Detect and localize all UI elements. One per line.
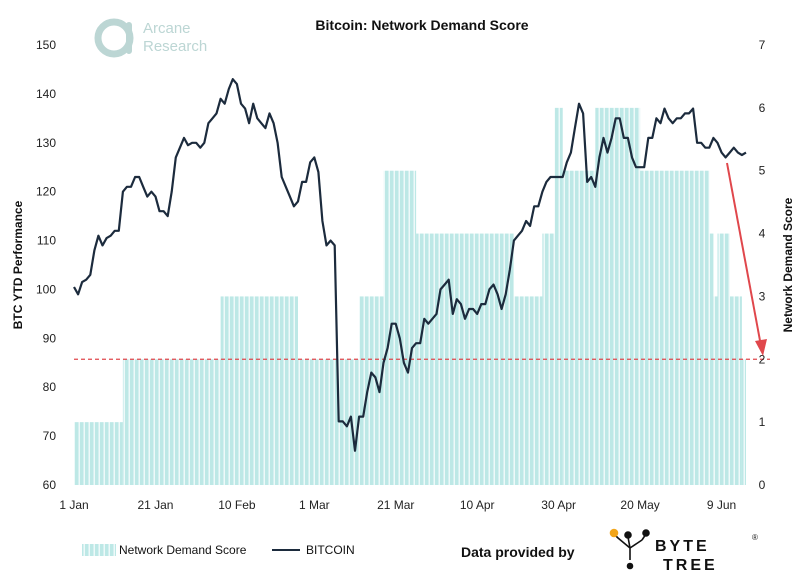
y-right-tick-5: 5 xyxy=(759,164,766,178)
x-tick-2: 10 Feb xyxy=(218,498,256,512)
demand-bar-17 xyxy=(741,359,746,485)
demand-bar-0 xyxy=(74,422,123,485)
y-axis-right-label: Network Demand Score xyxy=(781,197,795,332)
logo-text-line1: Arcane xyxy=(143,20,191,37)
y-axis-left-label: BTC YTD Performance xyxy=(11,200,25,329)
y-left-tick-60: 60 xyxy=(43,478,57,492)
y-right-tick-7: 7 xyxy=(759,38,766,52)
logo-ring xyxy=(94,18,134,58)
y-axis-left-ticks: 60 70 80 90 100 110 120 130 140 150 xyxy=(36,38,56,492)
x-axis-ticks: 1 Jan 21 Jan 10 Feb 1 Mar 21 Mar 10 Apr 30 Apr… xyxy=(59,498,736,512)
provider-name-line2: TREE xyxy=(663,557,718,574)
trend-arrow-shaft xyxy=(726,162,762,347)
demand-bar-6 xyxy=(416,233,514,485)
y-left-tick-150: 150 xyxy=(36,38,56,52)
demand-bar-8 xyxy=(542,233,555,485)
legend-label-demand: Network Demand Score xyxy=(119,543,247,557)
demand-bar-9 xyxy=(554,107,563,485)
demand-bar-12 xyxy=(640,170,710,485)
x-tick-7: 20 May xyxy=(620,498,659,512)
y-left-tick-140: 140 xyxy=(36,87,56,101)
demand-bar-2 xyxy=(220,296,298,485)
legend-label-bitcoin: BITCOIN xyxy=(306,543,355,557)
demand-bar-11 xyxy=(595,107,641,485)
x-tick-1: 21 Jan xyxy=(137,498,173,512)
y-left-tick-100: 100 xyxy=(36,282,56,296)
tree-node-root xyxy=(626,562,634,570)
y-right-tick-3: 3 xyxy=(759,289,766,303)
demand-score-bars xyxy=(74,107,746,485)
chart-title: Bitcoin: Network Demand Score xyxy=(315,17,528,33)
data-provider: Data provided by BYTE TREE ® xyxy=(461,528,758,574)
y-right-tick-4: 4 xyxy=(759,227,766,241)
tree-node-3 xyxy=(642,529,650,537)
y-left-tick-70: 70 xyxy=(43,429,57,443)
demand-bar-10 xyxy=(562,170,596,485)
logo-stem xyxy=(126,22,132,54)
y-left-tick-120: 120 xyxy=(36,185,56,199)
x-tick-3: 1 Mar xyxy=(299,498,330,512)
y-axis-right-ticks: 0 1 2 3 4 5 6 7 xyxy=(759,38,766,492)
trend-arrow xyxy=(726,162,767,356)
tree-node-2 xyxy=(624,531,632,539)
bitcoin-line-layer xyxy=(73,78,747,452)
x-tick-4: 21 Mar xyxy=(377,498,414,512)
demand-bar-1 xyxy=(122,359,221,485)
y-right-tick-2: 2 xyxy=(759,352,766,366)
bytetree-tree-icon xyxy=(609,528,650,570)
registered-mark: ® xyxy=(752,533,758,542)
demand-bar-15 xyxy=(717,233,730,485)
x-tick-6: 30 Apr xyxy=(541,498,576,512)
legend-swatch-demand xyxy=(82,544,116,556)
y-right-tick-6: 6 xyxy=(759,101,766,115)
bitcoin-line xyxy=(73,78,747,452)
x-tick-8: 9 Jun xyxy=(707,498,736,512)
demand-bar-3 xyxy=(298,359,360,485)
provider-label: Data provided by xyxy=(461,544,575,560)
y-left-tick-130: 130 xyxy=(36,136,56,150)
trend-arrow-head xyxy=(755,339,767,356)
demand-bar-16 xyxy=(729,296,742,485)
x-tick-0: 1 Jan xyxy=(59,498,88,512)
logo-text-line2: Research xyxy=(143,38,207,55)
demand-bar-7 xyxy=(513,296,543,485)
provider-name-line1: BYTE xyxy=(655,538,710,555)
demand-bar-5 xyxy=(383,170,417,485)
y-right-tick-0: 0 xyxy=(759,478,766,492)
y-left-tick-90: 90 xyxy=(43,331,57,345)
demand-bar-14 xyxy=(713,296,718,485)
y-left-tick-110: 110 xyxy=(37,234,56,248)
x-tick-5: 10 Apr xyxy=(460,498,495,512)
y-left-tick-80: 80 xyxy=(43,380,57,394)
y-right-tick-1: 1 xyxy=(759,415,766,429)
arcane-research-logo: Arcane Research xyxy=(94,18,207,58)
tree-node-1 xyxy=(609,528,619,538)
legend: Network Demand Score BITCOIN xyxy=(82,543,355,557)
